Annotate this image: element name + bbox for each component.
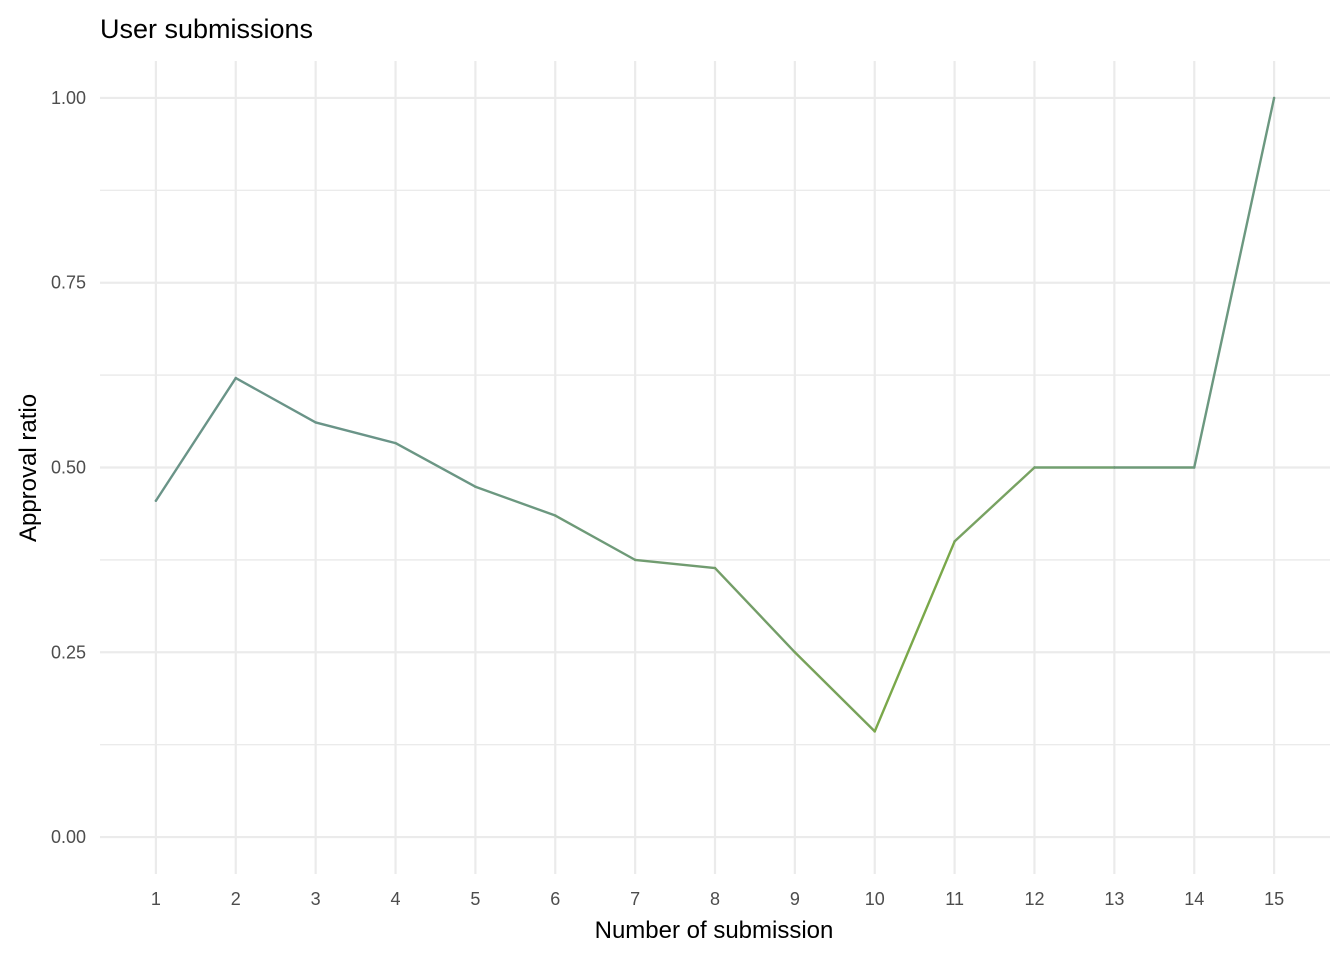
x-tick-label: 8 <box>710 889 720 909</box>
series-segment <box>793 651 876 733</box>
chart-title: User submissions <box>100 14 313 44</box>
x-tick-label: 1 <box>151 889 161 909</box>
data-point <box>154 499 158 502</box>
x-axis-tick-labels: 1 2 3 4 5 6 7 8 9 10 11 12 13 14 15 <box>151 889 1284 909</box>
series-segment <box>234 376 317 424</box>
data-point <box>554 514 557 517</box>
data-point <box>953 540 956 543</box>
series-segment <box>394 441 477 488</box>
x-tick-label: 12 <box>1024 889 1044 909</box>
data-point <box>1193 466 1196 469</box>
series-segment <box>474 485 557 517</box>
x-axis-title: Number of submission <box>595 917 834 944</box>
series-segment <box>953 466 1036 543</box>
data-point <box>394 441 397 445</box>
x-tick-label: 9 <box>790 889 800 909</box>
x-tick-label: 2 <box>231 889 241 909</box>
series-segment <box>1193 96 1276 469</box>
y-tick-label: 0.25 <box>51 642 86 662</box>
x-tick-label: 15 <box>1264 889 1284 909</box>
data-point <box>713 566 717 570</box>
data-point <box>234 376 237 380</box>
series-segment <box>154 376 237 502</box>
data-point <box>1272 96 1276 100</box>
x-tick-label: 4 <box>391 889 401 909</box>
data-point <box>873 730 876 733</box>
grid-layer <box>100 61 1330 874</box>
y-tick-label: 0.00 <box>51 827 86 847</box>
x-tick-label: 7 <box>630 889 640 909</box>
data-point <box>1113 466 1116 469</box>
series-segment <box>314 421 397 445</box>
series-line <box>154 96 1276 733</box>
x-tick-label: 11 <box>945 889 964 909</box>
data-point <box>633 558 637 562</box>
x-tick-label: 14 <box>1184 889 1204 909</box>
series-segment <box>554 514 637 562</box>
y-axis-title: Approval ratio <box>15 394 42 542</box>
data-point <box>474 485 477 488</box>
series-segment <box>633 558 717 570</box>
series-layer <box>154 96 1276 733</box>
series-segment <box>873 540 956 733</box>
y-tick-label: 0.75 <box>51 273 86 293</box>
x-tick-label: 10 <box>865 889 885 909</box>
y-tick-label: 1.00 <box>51 88 86 108</box>
y-axis-tick-labels: 0.00 0.25 0.50 0.75 1.00 <box>51 88 86 847</box>
data-point <box>1033 466 1036 469</box>
data-point <box>793 651 797 654</box>
series-segment <box>713 566 797 654</box>
data-point <box>314 421 317 424</box>
x-tick-label: 3 <box>311 889 321 909</box>
x-tick-label: 13 <box>1104 889 1124 909</box>
x-tick-label: 5 <box>470 889 480 909</box>
y-tick-label: 0.50 <box>51 458 86 478</box>
x-tick-label: 6 <box>550 889 560 909</box>
